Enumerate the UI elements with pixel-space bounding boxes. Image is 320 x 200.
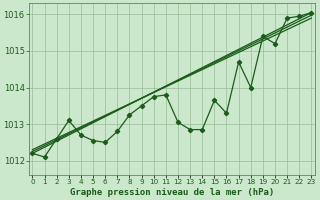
X-axis label: Graphe pression niveau de la mer (hPa): Graphe pression niveau de la mer (hPa) [70, 188, 274, 197]
